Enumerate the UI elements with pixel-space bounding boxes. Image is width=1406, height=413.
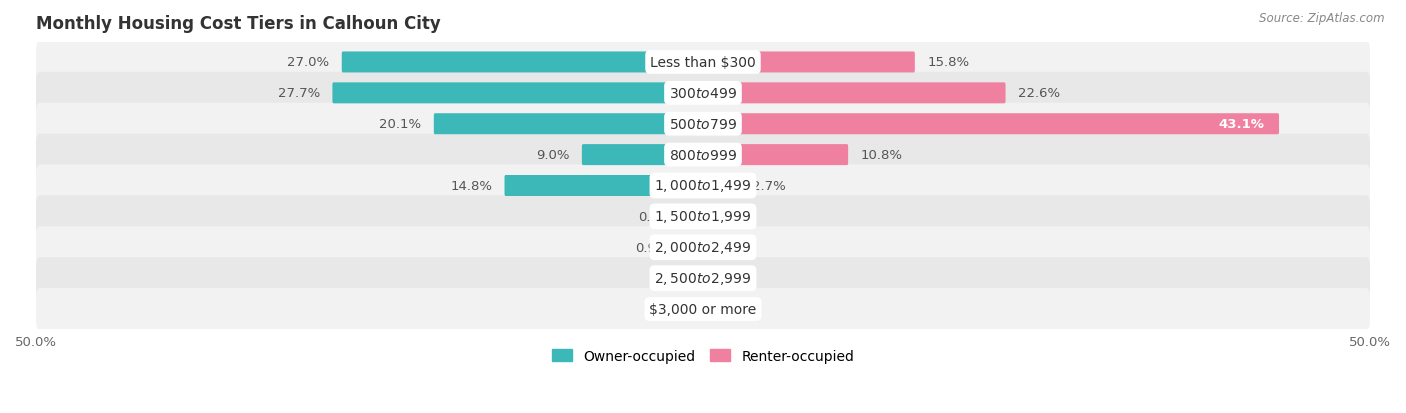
- FancyBboxPatch shape: [702, 52, 915, 73]
- FancyBboxPatch shape: [37, 227, 1369, 268]
- Text: $1,500 to $1,999: $1,500 to $1,999: [654, 209, 752, 225]
- Text: $2,500 to $2,999: $2,500 to $2,999: [654, 271, 752, 287]
- FancyBboxPatch shape: [37, 42, 1369, 84]
- Text: 43.1%: 43.1%: [1219, 118, 1264, 131]
- FancyBboxPatch shape: [37, 165, 1369, 207]
- FancyBboxPatch shape: [434, 114, 704, 135]
- FancyBboxPatch shape: [37, 104, 1369, 145]
- Text: Less than $300: Less than $300: [650, 56, 756, 70]
- FancyBboxPatch shape: [332, 83, 704, 104]
- Text: 20.1%: 20.1%: [380, 118, 422, 131]
- FancyBboxPatch shape: [702, 176, 740, 197]
- Text: 0.0%: 0.0%: [716, 303, 749, 316]
- Text: $1,000 to $1,499: $1,000 to $1,499: [654, 178, 752, 194]
- Text: $500 to $799: $500 to $799: [669, 117, 737, 131]
- Text: 27.7%: 27.7%: [278, 87, 321, 100]
- Text: Monthly Housing Cost Tiers in Calhoun City: Monthly Housing Cost Tiers in Calhoun Ci…: [37, 15, 440, 33]
- Text: 0.0%: 0.0%: [657, 272, 690, 285]
- FancyBboxPatch shape: [702, 114, 1279, 135]
- Text: 0.69%: 0.69%: [638, 210, 681, 223]
- Text: $2,000 to $2,499: $2,000 to $2,499: [654, 240, 752, 256]
- Text: 27.0%: 27.0%: [287, 56, 329, 69]
- Text: 0.0%: 0.0%: [716, 272, 749, 285]
- FancyBboxPatch shape: [582, 145, 704, 166]
- Text: 0.0%: 0.0%: [716, 210, 749, 223]
- FancyBboxPatch shape: [702, 145, 848, 166]
- FancyBboxPatch shape: [342, 52, 704, 73]
- FancyBboxPatch shape: [505, 176, 704, 197]
- FancyBboxPatch shape: [690, 237, 704, 258]
- Text: 9.0%: 9.0%: [536, 149, 569, 162]
- Text: $3,000 or more: $3,000 or more: [650, 302, 756, 316]
- Text: 0.92%: 0.92%: [636, 241, 678, 254]
- Text: $300 to $499: $300 to $499: [669, 87, 737, 101]
- FancyBboxPatch shape: [702, 83, 1005, 104]
- Text: 0.0%: 0.0%: [657, 303, 690, 316]
- Text: Source: ZipAtlas.com: Source: ZipAtlas.com: [1260, 12, 1385, 25]
- Text: $800 to $999: $800 to $999: [669, 148, 737, 162]
- Text: 15.8%: 15.8%: [927, 56, 969, 69]
- FancyBboxPatch shape: [37, 196, 1369, 238]
- Text: 0.0%: 0.0%: [716, 241, 749, 254]
- FancyBboxPatch shape: [37, 134, 1369, 176]
- FancyBboxPatch shape: [37, 73, 1369, 114]
- Text: 10.8%: 10.8%: [860, 149, 903, 162]
- FancyBboxPatch shape: [693, 206, 704, 227]
- FancyBboxPatch shape: [37, 288, 1369, 330]
- Text: 2.7%: 2.7%: [752, 180, 786, 192]
- Text: 22.6%: 22.6%: [1018, 87, 1060, 100]
- Legend: Owner-occupied, Renter-occupied: Owner-occupied, Renter-occupied: [546, 343, 860, 368]
- Text: 14.8%: 14.8%: [450, 180, 492, 192]
- FancyBboxPatch shape: [37, 258, 1369, 299]
